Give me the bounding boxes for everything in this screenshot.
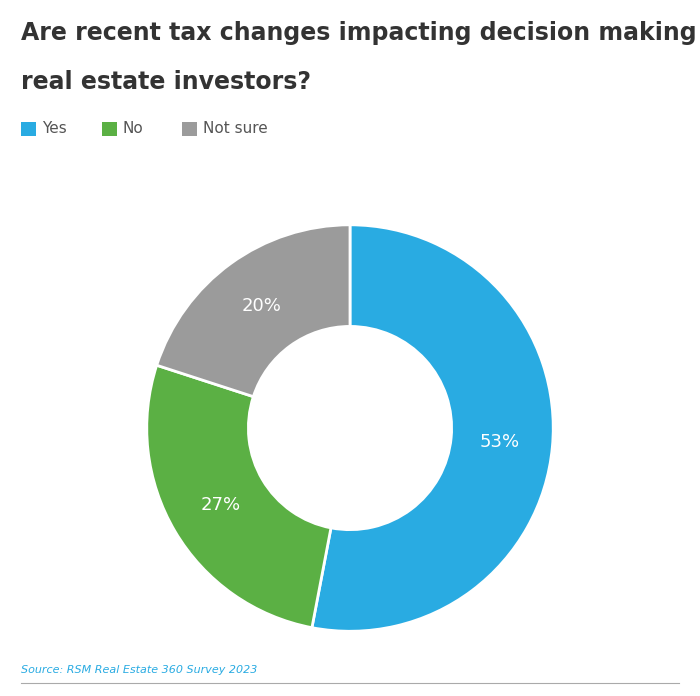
Text: Are recent tax changes impacting decision making for: Are recent tax changes impacting decisio…: [21, 21, 700, 45]
Text: No: No: [122, 121, 144, 136]
Text: real estate investors?: real estate investors?: [21, 70, 311, 93]
Text: Not sure: Not sure: [203, 121, 267, 136]
Wedge shape: [147, 365, 331, 628]
Text: 27%: 27%: [200, 496, 241, 514]
Text: 53%: 53%: [480, 433, 520, 451]
Wedge shape: [312, 225, 553, 631]
Wedge shape: [157, 225, 350, 397]
Text: 20%: 20%: [241, 297, 281, 315]
Text: Yes: Yes: [42, 121, 66, 136]
Text: Source: RSM Real Estate 360 Survey 2023: Source: RSM Real Estate 360 Survey 2023: [21, 665, 258, 675]
